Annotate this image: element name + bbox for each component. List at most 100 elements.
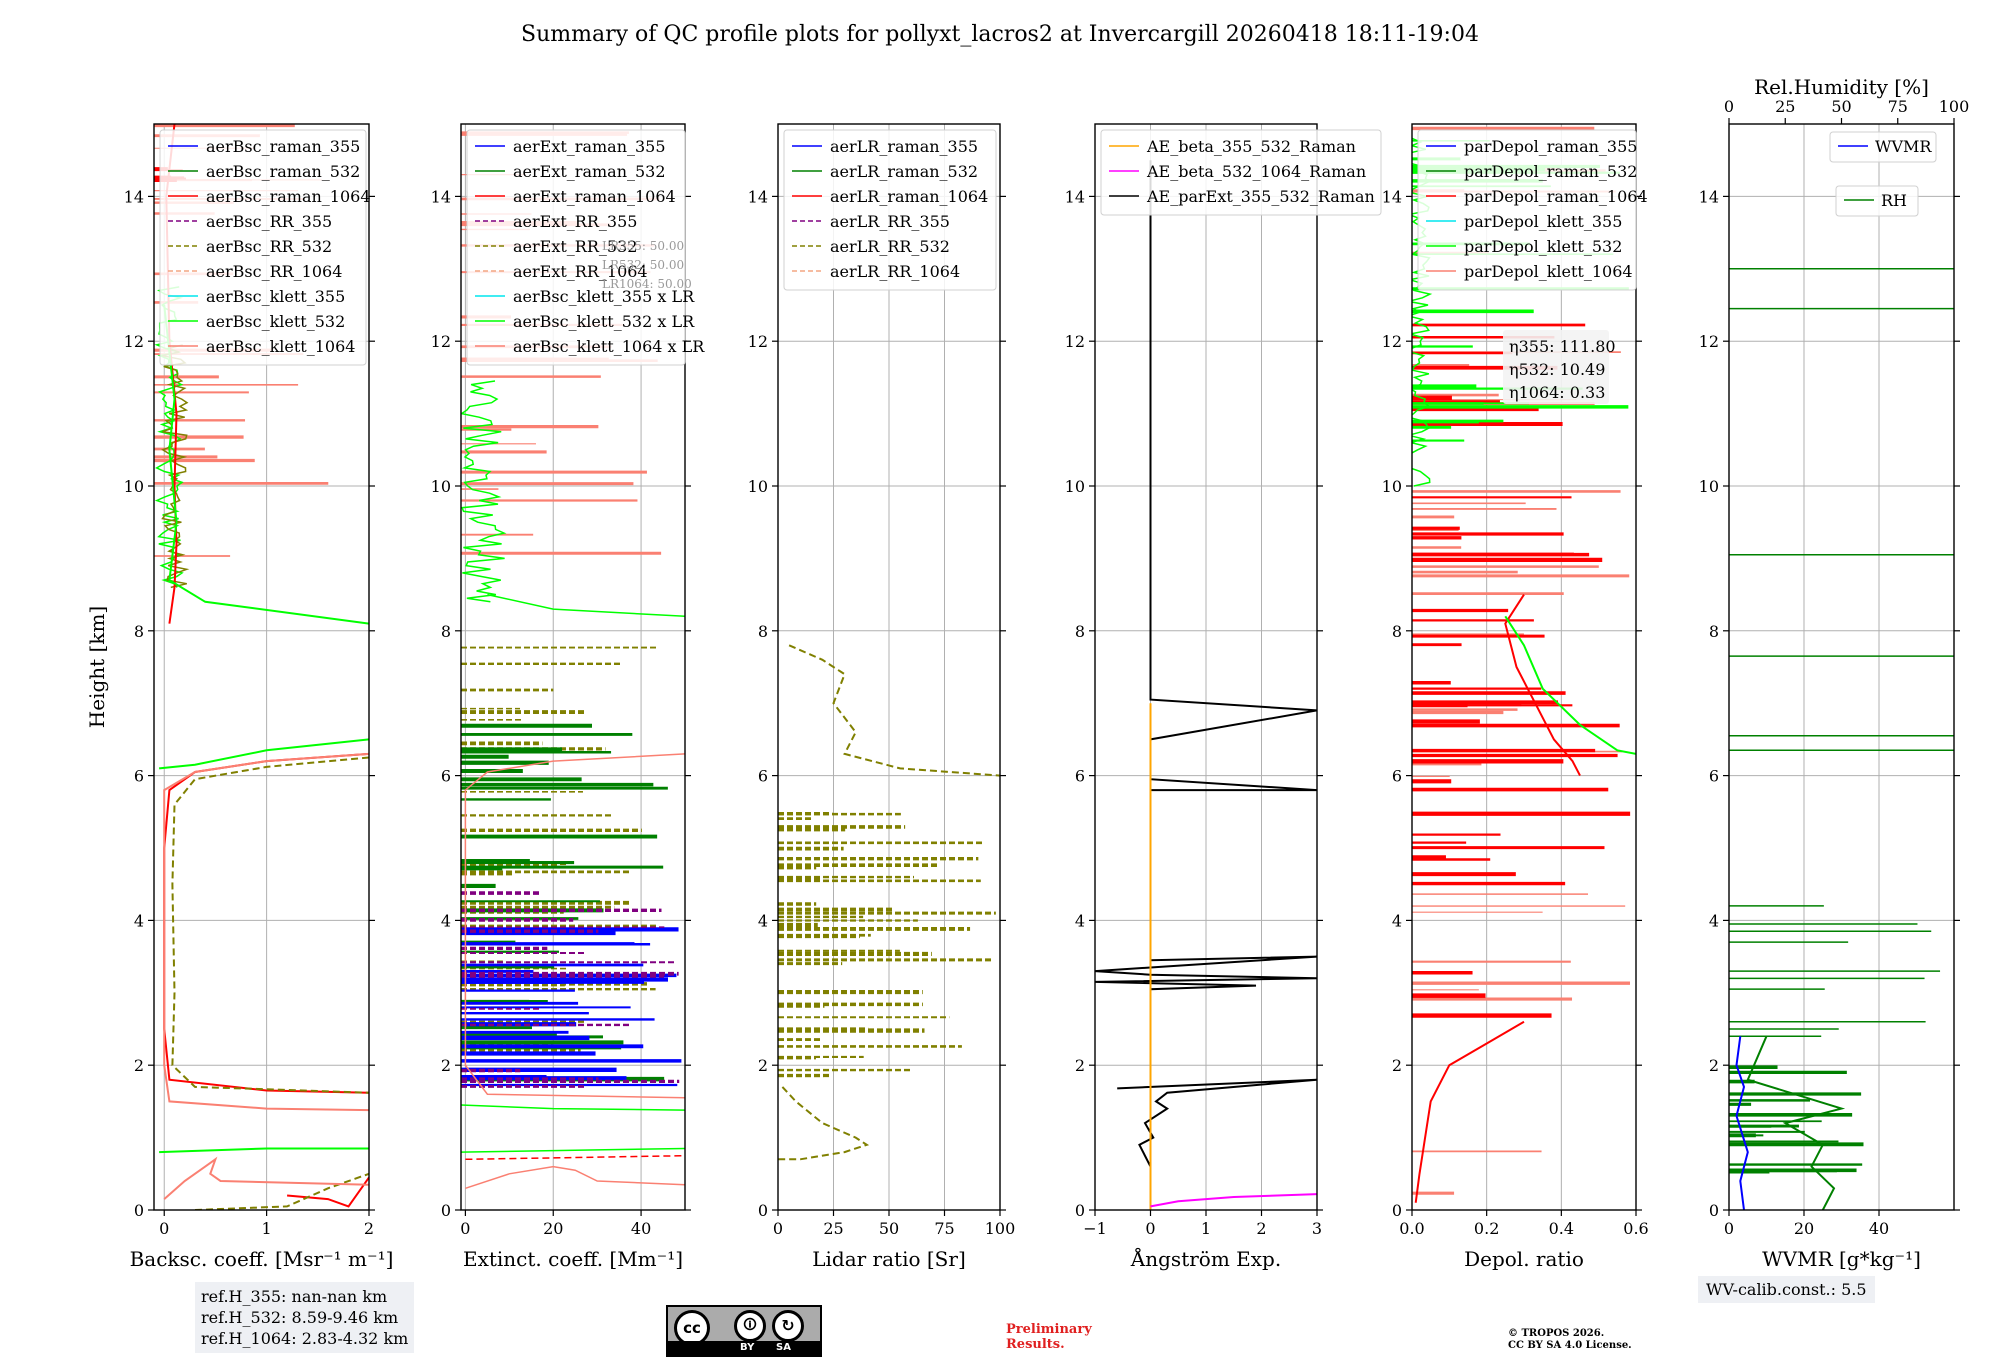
legend: aerLR_raman_355 aerLR_raman_532 aerLR_rama… [783,129,997,291]
y-tick-label: 2 [441,1056,451,1075]
x-tick-label: 0 [773,1219,783,1238]
series-line [1150,1193,1317,1208]
legend-label: aerBsc_RR_355 [206,212,332,231]
series-line [1504,615,1636,755]
ref-height-1064: ref.H_1064: 2.83-4.32 km [201,1329,409,1348]
legend-label: parDepol_raman_1064 [1464,187,1648,206]
ext-raman-1064 [465,1154,685,1161]
attribution-person-icon: 🛈 [734,1310,766,1342]
legend-label: aerBsc_klett_355 [206,287,345,306]
plot-area-lidar_ratio [778,124,1000,1210]
x-tick-label: 50 [879,1219,899,1238]
ext-klett-532-low [461,1147,685,1153]
y-axis-label: Height [km] [85,606,109,728]
x-tick-label: −1 [1083,1219,1107,1238]
series-line [171,756,369,1094]
x-tick-label: 40 [631,1219,651,1238]
x-tick-label: 2 [1256,1219,1266,1238]
cc-by-label: BY [740,1342,755,1353]
y-tick-label: 14 [1065,187,1085,206]
series-line [1414,1020,1525,1203]
preliminary-line-1: Preliminary [1006,1322,1092,1337]
x-tick-label: 25 [823,1219,843,1238]
legend-box [783,129,997,291]
lidar-ratio-annotation: LR355: 50.00 [602,239,684,253]
y-tick-label: 12 [1382,332,1402,351]
series-line [1504,594,1581,777]
legend-label: aerExt_raman_532 [513,162,666,181]
legend-label: aerBsc_RR_1064 [206,262,342,281]
y-tick-label: 10 [1382,477,1402,496]
series-line [1746,1035,1846,1210]
y-tick-label: 6 [1392,767,1402,786]
y-tick-label: 2 [758,1056,768,1075]
ext-klett-532 [461,1104,685,1111]
cc-license-badge[interactable]: cc 🛈 ↻ BY SA [666,1305,822,1357]
series-line [778,1086,870,1161]
panel-extinction: 0 2 4 6 8 10 12 14 0 20 40 Extinct. coeff. [Mm⁻¹] ae… [431,123,705,1271]
legend-label: AE_beta_355_532_Raman [1146,137,1356,156]
y-tick-label: 6 [134,767,144,786]
cc-sa-label: SA [776,1342,791,1353]
x-tick-label: 2 [364,1219,374,1238]
legend-label: parDepol_klett_355 [1464,212,1622,231]
legend-label: aerBsc_raman_1064 [206,187,371,206]
ref-height-355: ref.H_355: nan-nan km [201,1287,388,1306]
legend-label: aerBsc_klett_1064 [206,337,355,356]
x-tick-label: 20 [1794,1219,1814,1238]
legend-wvmr: WVMR [1829,131,1937,163]
y-tick-label: 0 [441,1201,451,1220]
legend-label: aerExt_RR_1064 [513,262,648,281]
copyright-line-2: CC BY SA 4.0 License. [1508,1340,1632,1351]
legend-label: aerBsc_klett_355 x LR [513,287,695,306]
legend-label: AE_parExt_355_532_Raman [1146,187,1375,206]
y-tick-label: 0 [134,1201,144,1220]
series-line [163,304,369,625]
klett-532-noise [461,380,507,603]
series-line [1735,1036,1749,1210]
legend-box [1417,129,1637,291]
panel-lidar_ratio: 0 2 4 6 8 10 12 14 0 25 50 75 100 Lidar ratio [Sr] aer… [748,123,1015,1271]
series-line [163,1156,369,1200]
preliminary-results-note: Preliminary Results. [1006,1322,1092,1352]
series-line [194,1172,369,1210]
y-tick-label: 4 [1709,911,1719,930]
y-tick-label: 8 [134,622,144,641]
legend-label: aerBsc_klett_532 [206,312,345,331]
y-tick-label: 8 [441,622,451,641]
y-tick-label: 14 [431,187,451,206]
legend-label: aerBsc_klett_1064 x LR [513,337,705,356]
y-tick-label: 8 [1709,622,1719,641]
x-tick-label: 0 [460,1219,470,1238]
y-tick-label: 2 [1709,1056,1719,1075]
top-tick-label: 100 [1939,97,1970,116]
lidar-ratio-annotation: LR1064: 50.00 [602,277,692,291]
axes-frame [460,123,686,1211]
x-tick-label: 1 [1201,1219,1211,1238]
y-tick-label: 8 [1075,622,1085,641]
legend-label: AE_beta_532_1064_Raman [1146,162,1366,181]
y-tick-label: 4 [1075,911,1085,930]
copyright-line-1: © TROPOS 2026. [1508,1328,1605,1339]
x-tick-label: 75 [934,1219,954,1238]
eta-calibration-box: η355: 111.80 η532: 10.49 η1064: 0.33 [1503,330,1616,404]
x-tick-label: 3 [1312,1219,1322,1238]
series-line [1095,160,1317,1210]
axes-frame [1094,123,1318,1211]
panel-water_vapor: 0 2 4 6 8 10 12 14 0 20 40 WVMR [g*kg⁻¹] WVMR RH 0 25 50… [1699,75,1970,1271]
axes-frame [777,123,1001,1211]
legend-rh: RH [1835,185,1919,217]
y-tick-label: 6 [1709,767,1719,786]
legend-label: parDepol_klett_532 [1464,237,1622,256]
legend-label: aerExt_RR_355 [513,212,637,231]
ext-klett-1064 [464,753,685,1099]
x-tick-label: 0 [1724,1219,1734,1238]
eta-label: η1064: 0.33 [1509,383,1605,402]
x-axis-label: Depol. ratio [1464,1247,1584,1271]
series-line [158,738,369,770]
y-tick-label: 10 [1065,477,1085,496]
panel-depolarization: 0 2 4 6 8 10 12 14 0.0 0.2 0.4 0.6 Depol. ratio parDe… [1382,123,1649,1271]
y-tick-label: 12 [748,332,768,351]
